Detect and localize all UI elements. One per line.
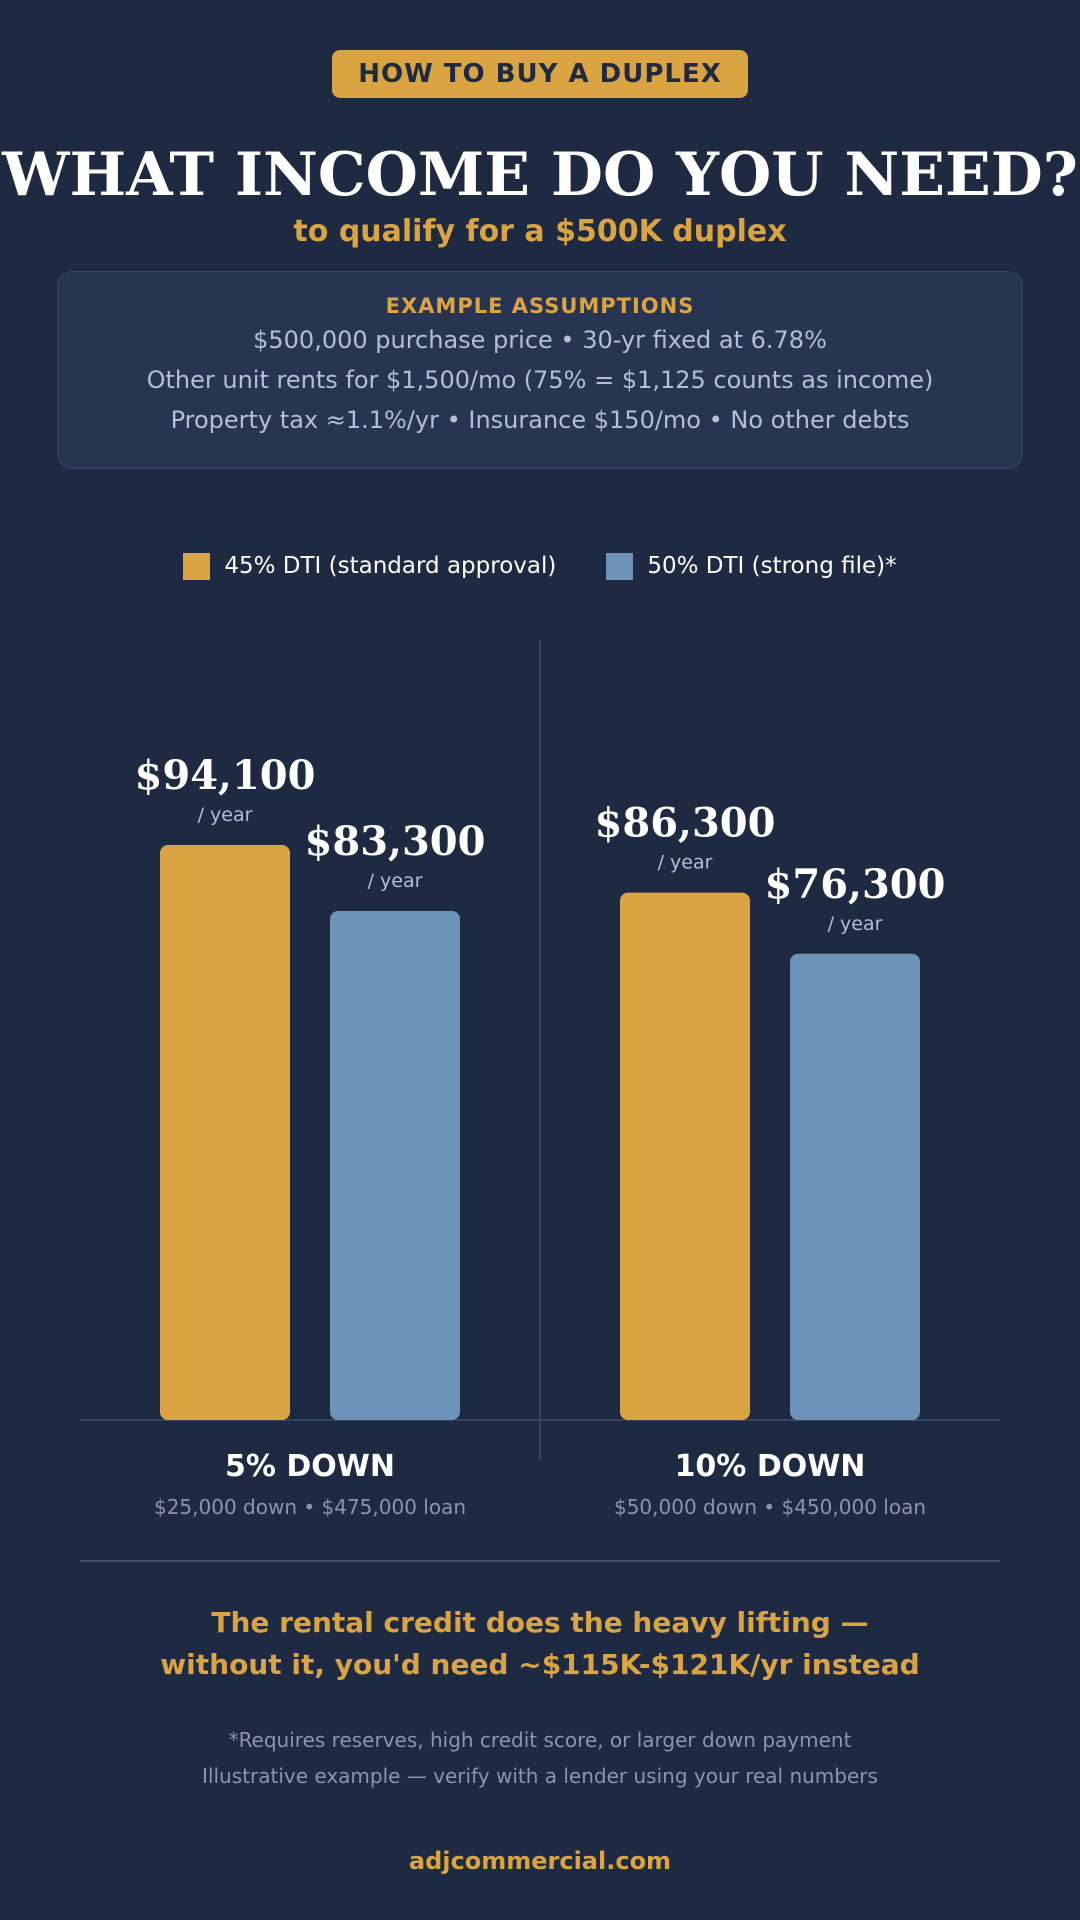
takeaway-line: without it, you'd need ~$115K-$121K/yr i… bbox=[160, 1648, 920, 1681]
website-link[interactable]: adjcommercial.com bbox=[408, 1847, 672, 1875]
bar-unit-label: / year bbox=[368, 870, 423, 892]
assumption-line: Property tax ≈1.1%/yr • Insurance $150/m… bbox=[170, 406, 910, 434]
bar bbox=[790, 953, 920, 1420]
page-subtitle: to qualify for a $500K duplex bbox=[293, 214, 787, 249]
section-divider bbox=[80, 1560, 1000, 1562]
legend-label-45-dti: 45% DTI (standard approval) bbox=[224, 553, 557, 579]
footnote-line: Illustrative example — verify with a len… bbox=[202, 1764, 878, 1788]
footnotes: *Requires reserves, high credit score, o… bbox=[0, 1722, 1080, 1794]
legend-item-50-dti: 50% DTI (strong file)* bbox=[606, 552, 897, 580]
footnote-line: *Requires reserves, high credit score, o… bbox=[228, 1728, 852, 1752]
category-detail-label: $50,000 down • $450,000 loan bbox=[614, 1495, 926, 1519]
header-badge: HOW TO BUY A DUPLEX bbox=[332, 50, 748, 98]
legend-label-50-dti: 50% DTI (strong file)* bbox=[647, 553, 897, 579]
bar-value-label: $86,300 bbox=[595, 800, 776, 847]
bar-value-label: $83,300 bbox=[305, 818, 486, 865]
category-detail-label: $25,000 down • $475,000 loan bbox=[154, 1495, 466, 1519]
category-label: 10% DOWN bbox=[675, 1449, 866, 1484]
bar bbox=[620, 892, 750, 1420]
chart-legend: 45% DTI (standard approval) 50% DTI (str… bbox=[0, 550, 1080, 582]
bar bbox=[160, 845, 290, 1420]
income-bar-chart: $94,100 / year $83,300 / year 5% DOWN $25,000… bbox=[80, 640, 1000, 1519]
assumptions-heading: EXAMPLE ASSUMPTIONS bbox=[385, 294, 695, 318]
bar bbox=[330, 910, 460, 1420]
takeaway-line: The rental credit does the heavy lifting… bbox=[211, 1606, 869, 1639]
legend-swatch-50-dti bbox=[606, 552, 634, 580]
bar-unit-label: / year bbox=[198, 804, 253, 826]
assumption-line: $500,000 purchase price • 30-yr fixed at… bbox=[253, 326, 827, 354]
bar-unit-label: / year bbox=[828, 913, 883, 935]
legend-swatch-45-dti bbox=[183, 552, 211, 580]
bar-unit-label: / year bbox=[658, 852, 713, 874]
page-title: WHAT INCOME DO YOU NEED? bbox=[2, 140, 1078, 210]
category-label: 5% DOWN bbox=[225, 1449, 395, 1484]
assumption-line: Other unit rents for $1,500/mo (75% = $1… bbox=[146, 366, 934, 394]
bar-value-label: $76,300 bbox=[765, 861, 946, 908]
assumptions-box: EXAMPLE ASSUMPTIONS $500,000 purchase pr… bbox=[57, 271, 1023, 469]
legend-item-45-dti: 45% DTI (standard approval) bbox=[183, 552, 557, 580]
bar-value-label: $94,100 bbox=[135, 752, 316, 799]
takeaway-text: The rental credit does the heavy lifting… bbox=[0, 1602, 1080, 1686]
